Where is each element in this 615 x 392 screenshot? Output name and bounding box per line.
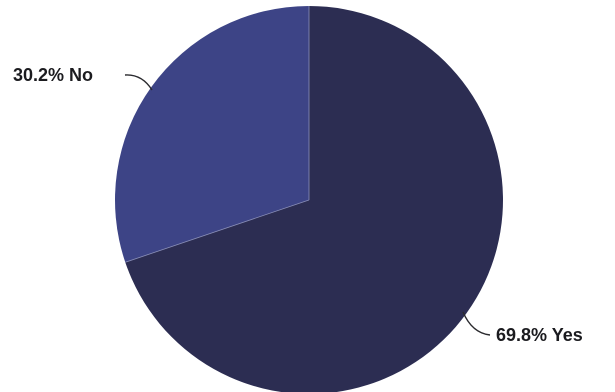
leader-line-yes (462, 311, 491, 336)
slice-label-no: 30.2% No (13, 65, 93, 85)
slice-separator (125, 199, 310, 263)
pie-slice-yes (125, 6, 503, 392)
leader-lines (124, 74, 491, 336)
slice-label-yes: 69.8% Yes (496, 325, 583, 345)
pie-slice-no (114, 6, 309, 263)
pie-slices (114, 6, 503, 392)
leader-line-no (124, 74, 153, 91)
